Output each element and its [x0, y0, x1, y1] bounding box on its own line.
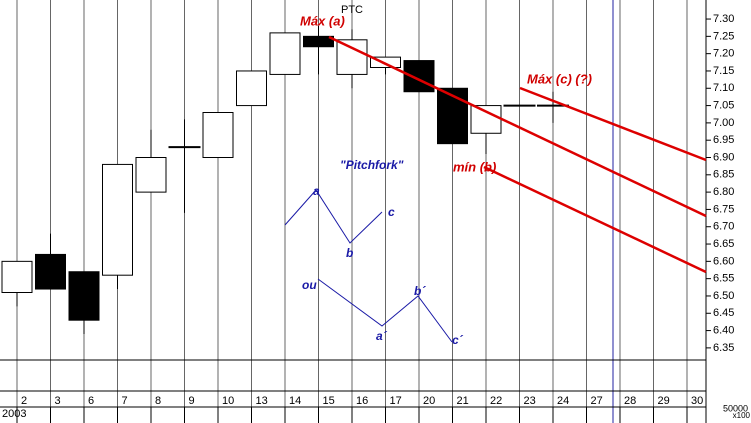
- y-tick-label: 6.85: [713, 169, 734, 181]
- x-tick-label: 9: [189, 395, 195, 407]
- annotation: Máx (c) (?): [527, 71, 592, 86]
- candle-body: [370, 56, 401, 68]
- x-tick-label: 29: [658, 395, 670, 407]
- y-tick-label: 6.40: [713, 324, 734, 336]
- x-tick-label: 8: [155, 395, 161, 407]
- y-tick-label: 7.00: [713, 117, 734, 129]
- y-tick-label: 7.30: [713, 13, 734, 25]
- median-line: [328, 35, 707, 218]
- x-tick-label: 2: [21, 395, 27, 407]
- candle-body: [336, 39, 368, 75]
- candle-body: [437, 87, 468, 145]
- y-tick-label: 6.65: [713, 238, 734, 250]
- annotation: "Pitchfork": [340, 158, 404, 172]
- annotation: a´: [376, 329, 388, 343]
- candle-body: [470, 105, 502, 134]
- x-tick-label: 28: [624, 395, 636, 407]
- x-tick-label: 27: [591, 395, 603, 407]
- y-tick-label: 6.60: [713, 255, 734, 267]
- annotation: mín (b): [453, 159, 496, 174]
- x-tick-label: 17: [390, 395, 402, 407]
- year-label: 2003: [2, 408, 26, 420]
- x-tick-label: 14: [289, 395, 301, 407]
- sketch-up: [284, 189, 383, 244]
- y-tick-label: 6.50: [713, 290, 734, 302]
- x-tick-label: 22: [490, 395, 502, 407]
- y-tick-label: 6.45: [713, 307, 734, 319]
- candle-body: [202, 112, 234, 158]
- x-tick-label: 3: [55, 395, 61, 407]
- x-tick-label: 15: [323, 395, 335, 407]
- x-tick-label: 6: [88, 395, 94, 407]
- candle-body: [303, 35, 334, 48]
- sketch-down: [317, 278, 453, 343]
- y-tick-label: 7.15: [713, 65, 734, 77]
- candle-body: [236, 70, 267, 107]
- annotation: b: [346, 246, 353, 260]
- y-tick-label: 6.55: [713, 273, 734, 285]
- y-tick-label: 6.80: [713, 186, 734, 198]
- y-tick-label: 7.20: [713, 48, 734, 60]
- grid: 7.30 7.25 7.20 7.15 7.10 7.05 7.00 6.95 6.90 6.85…: [16, 0, 734, 423]
- annotation: c: [388, 205, 395, 219]
- candles: [1, 25, 569, 335]
- annotation: ou: [302, 278, 317, 292]
- candle-body: [35, 253, 66, 290]
- x-tick-label: 10: [222, 395, 234, 407]
- x-tick-label: 23: [524, 395, 536, 407]
- annotation: c´: [452, 333, 464, 347]
- annotation: a: [313, 184, 320, 198]
- candle-body: [102, 163, 133, 276]
- candle-body: [68, 271, 100, 321]
- annotation: b´: [414, 284, 426, 298]
- x-tick-label: 21: [457, 395, 469, 407]
- pitchfork-lines: [328, 35, 707, 274]
- wave-sketch: [284, 189, 453, 343]
- candle-body: [1, 260, 33, 294]
- x-tick-label: 24: [557, 395, 569, 407]
- x-tick-label: 7: [122, 395, 128, 407]
- candle-body: [269, 32, 301, 75]
- annotation: Máx (a): [300, 13, 345, 28]
- y-tick-label: 6.35: [713, 342, 734, 354]
- volume-unit: x100: [733, 411, 751, 420]
- chart-title: PTC: [341, 4, 363, 16]
- volume-tick: 50000: [723, 403, 748, 413]
- y-tick-label: 6.75: [713, 203, 734, 215]
- y-tick-label: 6.95: [713, 134, 734, 146]
- y-tick-label: 7.05: [713, 99, 734, 111]
- y-tick-label: 6.70: [713, 221, 734, 233]
- y-tick-label: 7.25: [713, 30, 734, 42]
- x-tick-label: 20: [423, 395, 435, 407]
- x-tick-label: 30: [691, 395, 703, 407]
- candle-body: [135, 157, 167, 193]
- x-tick-label: 16: [356, 395, 368, 407]
- y-tick-label: 7.10: [713, 82, 734, 94]
- candle-body: [403, 60, 435, 93]
- x-tick-label: 13: [256, 395, 268, 407]
- upper-line: [519, 86, 707, 162]
- lower-line: [483, 165, 707, 274]
- y-tick-label: 6.90: [713, 151, 734, 163]
